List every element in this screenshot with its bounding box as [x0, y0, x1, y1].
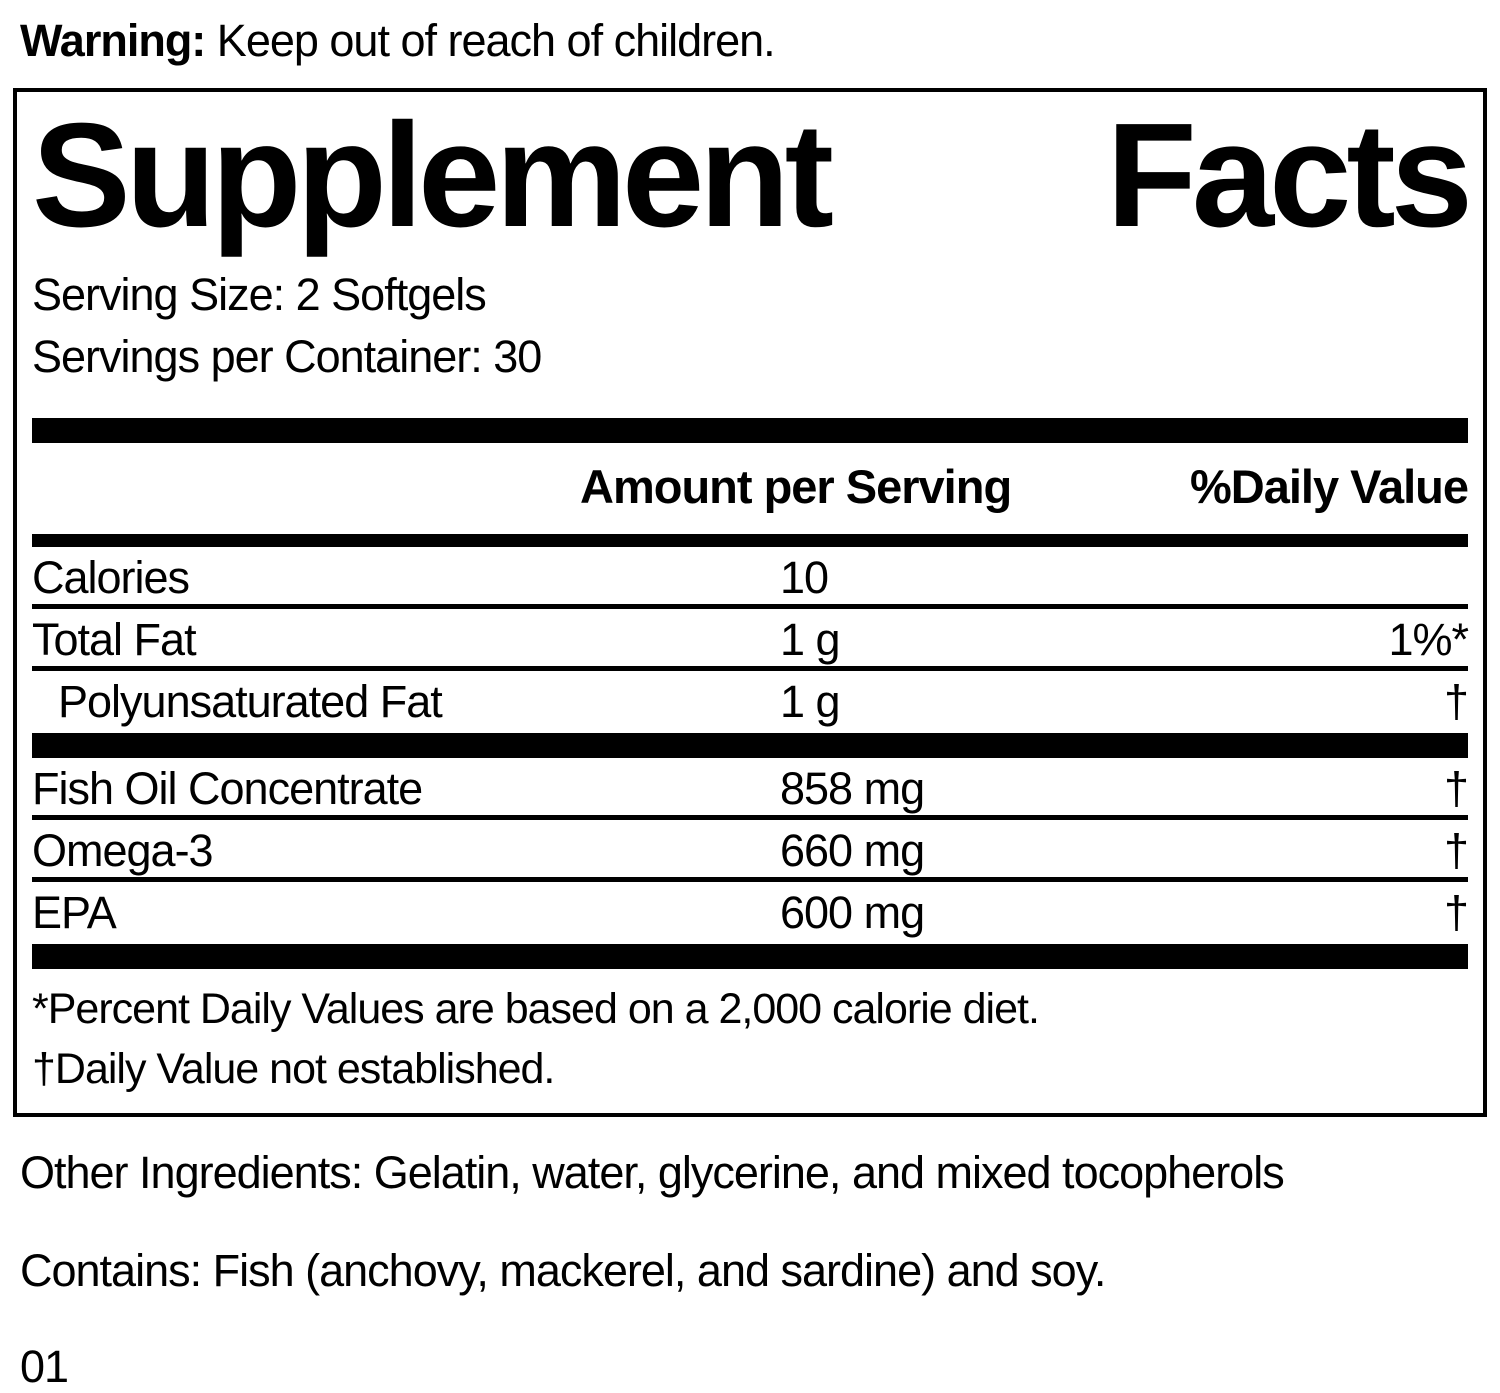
nutrient-daily-value: † — [1443, 675, 1469, 727]
contains-text: Contains: Fish (anchovy, mackerel, and s… — [20, 1244, 1106, 1296]
nutrient-name: Polyunsaturated Fat — [58, 675, 443, 727]
table-row-polyunsaturated-fat: Polyunsaturated Fat 1 g † — [32, 671, 1469, 733]
warning-text: Warning: Keep out of reach of children. — [20, 16, 1500, 66]
serving-info: Serving Size: 2 Softgels Servings per Co… — [32, 264, 1468, 388]
panel-title-word-supplement: Supplement — [32, 92, 834, 258]
serving-size: Serving Size: 2 Softgels — [32, 268, 487, 320]
footnote-percent-dv: *Percent Daily Values are based on a 2,0… — [32, 984, 1040, 1033]
thick-rule — [32, 417, 1468, 443]
nutrient-name: Total Fat — [32, 613, 197, 665]
thick-rule — [32, 732, 1468, 758]
nutrient-daily-value: † — [1443, 762, 1469, 814]
nutrient-name: Fish Oil Concentrate — [32, 762, 423, 814]
warning-label: Warning: — [20, 15, 206, 66]
nutrient-name: EPA — [32, 886, 117, 938]
table-row-epa: EPA 600 mg † — [32, 882, 1469, 944]
thick-rule — [32, 943, 1468, 969]
nutrient-name: Omega-3 — [32, 824, 214, 876]
table-row-calories: Calories 10 — [32, 547, 1468, 609]
column-header-amount: Amount per Serving — [580, 459, 1012, 513]
nutrient-amount: 10 — [780, 551, 829, 603]
footer-code: 01 — [20, 1340, 69, 1392]
supplement-facts-panel: Supplement Facts Serving Size: 2 Softgel… — [13, 87, 1487, 1117]
nutrient-daily-value: † — [1443, 824, 1469, 876]
warning-message: Keep out of reach of children. — [205, 15, 776, 66]
servings-per-container: Servings per Container: 30 — [32, 330, 542, 382]
nutrient-daily-value: † — [1443, 886, 1469, 938]
column-header-row: Amount per Serving %Daily Value — [32, 443, 1469, 534]
table-row-omega-3: Omega-3 660 mg † — [32, 820, 1469, 882]
footnotes: *Percent Daily Values are based on a 2,0… — [32, 979, 1468, 1099]
nutrient-daily-value: 1%* — [1388, 613, 1469, 665]
table-row-total-fat: Total Fat 1 g 1%* — [32, 609, 1469, 671]
other-ingredients-text: Other Ingredients: Gelatin, water, glyce… — [20, 1146, 1285, 1198]
table-row-fish-oil-concentrate: Fish Oil Concentrate 858 mg † — [32, 758, 1469, 820]
nutrient-amount: 660 mg — [780, 824, 925, 876]
footnote-dagger: †Daily Value not established. — [32, 1044, 555, 1093]
panel-title-word-facts: Facts — [1106, 92, 1473, 258]
nutrient-name: Calories — [32, 551, 190, 603]
panel-title: Supplement Facts — [32, 92, 1473, 258]
column-header-daily-value: %Daily Value — [1190, 459, 1469, 513]
nutrient-amount: 858 mg — [780, 762, 925, 814]
nutrient-amount: 1 g — [780, 675, 841, 727]
thin-rule — [32, 533, 1468, 547]
nutrient-amount: 600 mg — [780, 886, 925, 938]
nutrient-amount: 1 g — [780, 613, 841, 665]
